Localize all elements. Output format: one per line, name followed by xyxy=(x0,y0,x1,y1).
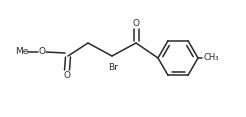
Text: CH₃: CH₃ xyxy=(204,53,219,62)
Text: Br: Br xyxy=(108,64,118,73)
Text: O: O xyxy=(63,71,71,79)
Text: Me: Me xyxy=(15,48,29,57)
Text: O: O xyxy=(39,48,46,57)
Text: O: O xyxy=(133,18,139,27)
